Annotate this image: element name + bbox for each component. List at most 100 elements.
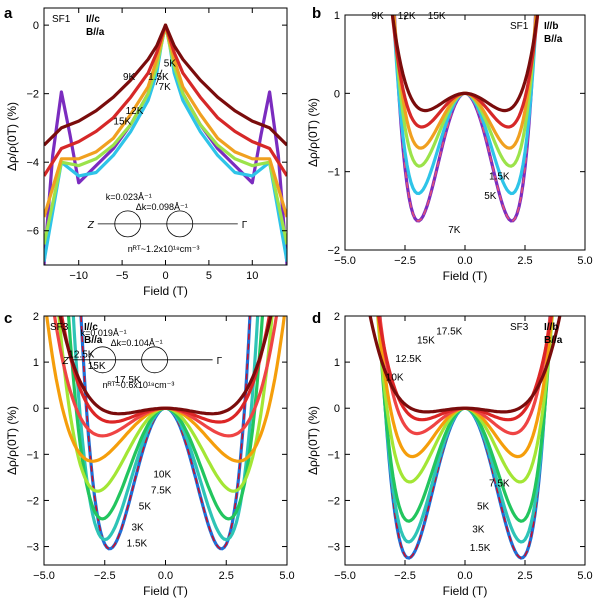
x-tick-label: −2.5	[394, 570, 416, 582]
inset-diagram: Z Γk=0.023Å⁻¹Δk=0.098Å⁻¹ nᴿᵀ~1.2x10¹⁸cm⁻³	[87, 192, 248, 254]
inset-pocket	[166, 210, 194, 238]
inset-pocket	[141, 346, 169, 374]
x-tick-label: 5.0	[279, 570, 294, 582]
panel-c: −5.0 −2.5 0.0 2.5 5.0 2 1 0 −1 −2 −3 Field (T) Δρ/ρ(…	[4, 310, 295, 598]
plot-area	[45, 316, 286, 551]
series-label: 15K	[417, 336, 435, 347]
x-tick-label: 2.5	[517, 255, 532, 267]
y-tick-label: −2	[26, 495, 39, 507]
y-axis-label: Δρ/ρ(0T) (%)	[306, 98, 320, 167]
plot-area	[368, 316, 562, 560]
x-tick-label: 10	[246, 270, 258, 282]
field-direction-label: B//a	[84, 335, 103, 346]
series-label: 1.5K	[489, 172, 510, 183]
y-tick-label: −1	[26, 449, 39, 461]
y-tick-label: −2	[327, 245, 340, 257]
x-tick-label: −2.5	[394, 255, 416, 267]
y-tick-label: −1	[327, 167, 340, 179]
x-axis-label: Field (T)	[143, 584, 188, 598]
y-tick-label: −1	[327, 449, 340, 461]
x-tick-label: 0.0	[457, 570, 472, 582]
field-direction-label: B//a	[544, 34, 563, 45]
x-tick-label: −5	[116, 270, 129, 282]
y-tick-label: −2	[26, 89, 39, 101]
x-tick-label: 5.0	[577, 570, 592, 582]
x-tick-label: 0.0	[158, 570, 173, 582]
series-label: 1.5K	[127, 539, 148, 550]
series-label: 12.5K	[68, 350, 94, 361]
y-tick-label: 2	[33, 311, 39, 323]
plot-area	[44, 23, 287, 265]
series-line	[390, 15, 540, 113]
series-label: 10K	[153, 469, 171, 480]
series-label: 17.5K	[436, 326, 462, 337]
panel-label: b	[312, 5, 321, 22]
current-direction-label: I//c	[86, 14, 100, 25]
series-label: 1.5K	[470, 543, 491, 554]
x-axis-label: Field (T)	[443, 584, 488, 598]
series-label: 3K	[131, 522, 144, 533]
y-tick-label: −2	[327, 495, 340, 507]
panel-label: d	[312, 310, 321, 327]
panel-d: −5.0 −2.5 0.0 2.5 5.0 2 1 0 −1 −2 −3 Field (T) Δρ/ρ(…	[306, 310, 593, 598]
y-tick-label: −6	[26, 226, 39, 238]
series-label: 9K	[371, 11, 384, 22]
inset-k-label: k=0.019Å⁻¹	[81, 328, 127, 338]
inset-z-label: Z	[87, 220, 95, 231]
field-direction-label: B//a	[86, 27, 105, 38]
x-tick-label: −2.5	[94, 570, 116, 582]
x-tick-label: −5.0	[334, 570, 356, 582]
series-label: 7.5K	[489, 479, 510, 490]
x-tick-label: −10	[69, 270, 88, 282]
series-label: 5K	[477, 502, 490, 513]
y-tick-label: 1	[334, 357, 340, 369]
axes-frame	[344, 14, 586, 251]
series-line	[368, 316, 562, 414]
x-tick-label: 5	[206, 270, 212, 282]
series-label: 7.5K	[151, 486, 172, 497]
y-axis-label: Δρ/ρ(0T) (%)	[306, 406, 320, 475]
sample-label: SF3	[510, 322, 529, 333]
panel-label: c	[4, 310, 12, 327]
inset-dk-label: Δk=0.104Å⁻¹	[111, 338, 163, 348]
x-tick-label: −5.0	[33, 570, 55, 582]
series-label: 17.5K	[114, 375, 140, 386]
axes-frame	[43, 7, 288, 266]
y-tick-label: −4	[26, 157, 39, 169]
sample-label: SF1	[52, 14, 71, 25]
series-label: 7K	[159, 82, 172, 93]
x-tick-label: −5.0	[334, 255, 356, 267]
series-label: 15K	[88, 361, 106, 372]
panel-b: −5.0 −2.5 0.0 2.5 5.0 1 0 −1 −2 Field (T) Δρ/ρ(0T)…	[306, 5, 593, 283]
x-axis-label: Field (T)	[443, 269, 488, 283]
series-label: 5K	[139, 502, 152, 513]
current-direction-label: I//b	[544, 21, 558, 32]
inset-pocket	[89, 346, 116, 374]
current-direction-label: I//c	[84, 322, 98, 333]
series-label: 3K	[472, 525, 485, 536]
series-label: 7K	[448, 225, 461, 236]
y-tick-label: 0	[33, 20, 39, 32]
sample-label: SF3	[50, 322, 69, 333]
x-tick-label: 2.5	[219, 570, 234, 582]
sample-label: SF1	[510, 21, 529, 32]
y-tick-label: 1	[334, 10, 340, 22]
series-line	[44, 23, 287, 147]
inset-gamma-label: Γ	[217, 356, 223, 367]
y-tick-label: 0	[33, 403, 39, 415]
series-label: 5K	[164, 58, 177, 69]
inset-k-label: k=0.023Å⁻¹	[106, 192, 152, 202]
y-axis-label: Δρ/ρ(0T) (%)	[5, 406, 19, 475]
inset-z-label: Z	[62, 356, 70, 367]
x-axis-label: Field (T)	[143, 284, 188, 298]
panel-label: a	[4, 5, 13, 22]
y-tick-label: 2	[334, 311, 340, 323]
series-label: 12K	[398, 11, 416, 22]
field-direction-label: B//a	[544, 335, 563, 346]
series-label: 10K	[386, 373, 404, 384]
y-tick-label: 0	[334, 403, 340, 415]
series-label: 12.5K	[395, 354, 421, 365]
y-tick-label: 0	[334, 88, 340, 100]
y-tick-label: −3	[26, 542, 39, 554]
